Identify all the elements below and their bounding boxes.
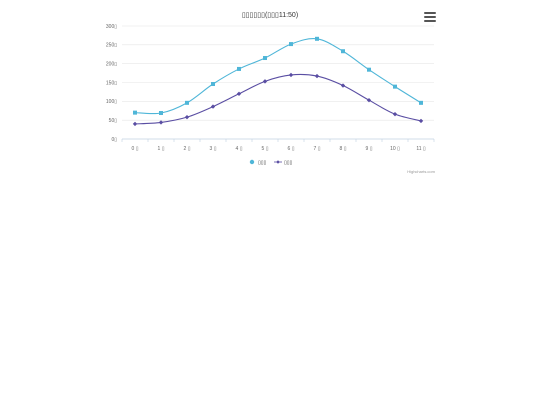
x-tick-label: 10 ▯ bbox=[390, 146, 400, 152]
credits-link[interactable]: Highcharts.com bbox=[407, 169, 435, 174]
y-tick-label: 100▯ bbox=[106, 99, 117, 105]
x-tick-label: 6 ▯ bbox=[288, 146, 295, 152]
y-tick-label: 300▯ bbox=[106, 24, 117, 30]
hamburger-menu-icon[interactable] bbox=[424, 12, 436, 22]
x-tick-label: 9 ▯ bbox=[366, 146, 373, 152]
data-point-diamond[interactable] bbox=[132, 121, 138, 127]
y-tick-label: 250▯ bbox=[106, 43, 117, 49]
legend-label: ▯▯▯ bbox=[258, 160, 267, 166]
data-point-square[interactable] bbox=[133, 110, 137, 115]
x-tick-label: 8 ▯ bbox=[340, 146, 347, 152]
legend-label: ▯▯▯ bbox=[284, 160, 293, 166]
data-point-square[interactable] bbox=[341, 49, 345, 54]
x-axis: 0 ▯ 1 ▯ 2 ▯ 3 ▯ 4 ▯ 5 ▯ 6 ▯ 7 ▯ 8 ▯ 9 ▯ 10 ▯ 11 ▯ bbox=[121, 138, 435, 152]
data-point-diamond[interactable] bbox=[366, 98, 372, 103]
data-point-square[interactable] bbox=[237, 66, 241, 71]
x-tick-label: 1 ▯ bbox=[158, 146, 165, 152]
data-point-square[interactable] bbox=[289, 42, 293, 47]
legend-marker-icon bbox=[276, 160, 280, 164]
legend-marker-icon bbox=[249, 159, 255, 165]
data-point-diamond[interactable] bbox=[340, 83, 346, 88]
data-point-diamond[interactable] bbox=[418, 118, 424, 124]
x-tick-label: 3 ▯ bbox=[210, 146, 217, 152]
data-point-square[interactable] bbox=[211, 82, 215, 87]
data-point-diamond[interactable] bbox=[210, 104, 216, 109]
series-line-2 bbox=[134, 73, 422, 125]
series-line-1 bbox=[134, 38, 422, 115]
x-tick-label: 11 ▯ bbox=[416, 146, 426, 152]
x-tick-label: 4 ▯ bbox=[236, 146, 243, 152]
data-point-diamond[interactable] bbox=[314, 73, 320, 79]
data-point-square[interactable] bbox=[419, 100, 423, 105]
data-point-diamond[interactable] bbox=[184, 114, 190, 120]
data-point-square[interactable] bbox=[185, 100, 189, 105]
y-tick-label: 0▯ bbox=[111, 137, 117, 143]
legend[interactable]: ▯▯▯ ▯▯▯ bbox=[249, 159, 293, 166]
y-tick-label: 150▯ bbox=[106, 80, 117, 86]
data-point-diamond[interactable] bbox=[262, 79, 268, 84]
data-point-diamond[interactable] bbox=[288, 72, 294, 78]
x-tick-label: 7 ▯ bbox=[314, 146, 321, 152]
x-tick-label: 0 ▯ bbox=[132, 146, 139, 152]
x-tick-label: 5 ▯ bbox=[262, 146, 269, 152]
series-group bbox=[132, 36, 424, 127]
x-tick-label: 2 ▯ bbox=[184, 146, 191, 152]
data-point-diamond[interactable] bbox=[392, 111, 398, 117]
data-point-square[interactable] bbox=[393, 84, 397, 89]
legend-item-1[interactable]: ▯▯▯ bbox=[249, 159, 267, 166]
data-point-square[interactable] bbox=[159, 111, 163, 116]
data-point-square[interactable] bbox=[367, 67, 371, 72]
data-point-square[interactable] bbox=[315, 36, 319, 41]
y-tick-label: 200▯ bbox=[106, 61, 117, 67]
data-point-diamond[interactable] bbox=[236, 91, 242, 96]
chart-title: ▯▯▯▯▯▯(▯▯▯11:50) bbox=[242, 12, 298, 19]
data-point-diamond[interactable] bbox=[158, 120, 164, 125]
grid-lines bbox=[122, 25, 434, 121]
legend-item-2[interactable]: ▯▯▯ bbox=[274, 160, 293, 166]
y-axis: 0▯ 50▯ 100▯ 150▯ 200▯ 250▯ 300▯ bbox=[106, 24, 117, 143]
data-point-square[interactable] bbox=[263, 56, 267, 61]
y-tick-label: 50▯ bbox=[109, 118, 118, 124]
